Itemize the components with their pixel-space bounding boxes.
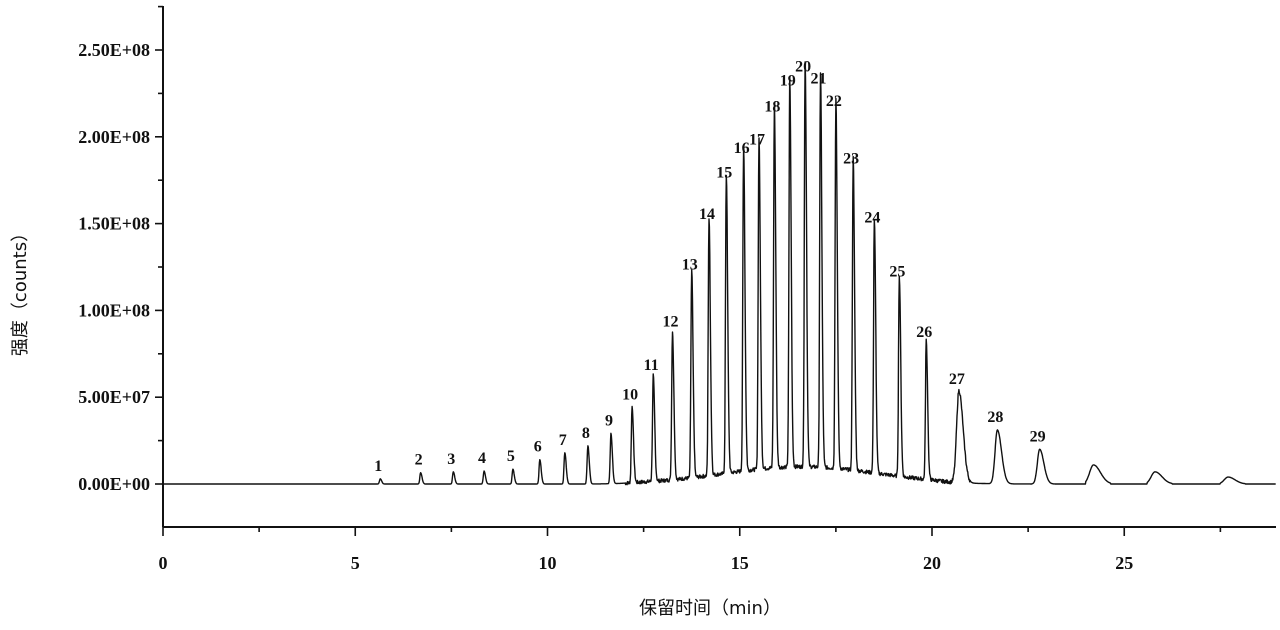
peak-label: 22 <box>826 93 842 110</box>
chromatogram-trace <box>162 61 1277 486</box>
peak-label: 1 <box>374 458 382 475</box>
x-tick-label: 20 <box>923 553 941 573</box>
x-tick-label: 5 <box>351 553 360 573</box>
x-ticks: 0 5 10 15 20 25 <box>159 527 1222 573</box>
y-tick-label: 2.50E+08 <box>78 40 150 60</box>
peak-label: 13 <box>682 256 698 273</box>
peak-label: 27 <box>949 371 965 388</box>
axes <box>162 6 1276 528</box>
peak-label: 23 <box>843 151 859 168</box>
peak-label: 6 <box>534 439 542 456</box>
y-axis-title: 强度（counts） <box>10 224 31 356</box>
peak-label: 4 <box>478 450 486 467</box>
peak-label: 3 <box>447 451 455 468</box>
peak-label: 25 <box>889 263 905 280</box>
peak-label: 19 <box>780 72 796 89</box>
peak-labels: 1 2 3 4 56 7 891011121314151617181920212223242… <box>374 59 1045 475</box>
peak-label: 12 <box>662 314 678 331</box>
peak-label: 15 <box>716 164 732 181</box>
x-axis-title: 保留时间（min） <box>639 598 781 619</box>
peak-label: 11 <box>644 357 659 374</box>
peak-label: 10 <box>622 387 638 404</box>
peak-label: 24 <box>864 210 880 227</box>
peak-label: 21 <box>810 71 826 88</box>
y-ticks: 0.00E+00 5.00E+07 1.00E+08 1.50E+08 2.00E+08… <box>78 5 163 494</box>
peak-label: 29 <box>1030 428 1046 445</box>
peak-label: 5 <box>507 448 515 465</box>
peak-label: 28 <box>987 409 1003 426</box>
peak-label: 26 <box>916 324 932 341</box>
x-tick-label: 15 <box>731 553 749 573</box>
y-tick-label: 1.00E+08 <box>78 300 150 320</box>
peak-label: 16 <box>734 140 750 157</box>
peak-label: 8 <box>582 425 590 442</box>
peak-label: 9 <box>605 413 613 430</box>
x-tick-label: 0 <box>159 553 168 573</box>
peak-label: 2 <box>415 452 423 469</box>
y-tick-label: 1.50E+08 <box>78 214 150 234</box>
peak-label: 18 <box>764 98 780 115</box>
peak-label: 7 <box>559 432 567 449</box>
y-tick-label: 2.00E+08 <box>78 127 150 147</box>
x-tick-label: 10 <box>539 553 557 573</box>
y-tick-label: 5.00E+07 <box>78 387 150 407</box>
y-tick-label: 0.00E+00 <box>78 474 150 494</box>
peak-label: 14 <box>699 206 715 223</box>
x-tick-label: 25 <box>1115 553 1133 573</box>
peak-label: 17 <box>749 131 765 148</box>
peak-label: 20 <box>795 59 811 76</box>
